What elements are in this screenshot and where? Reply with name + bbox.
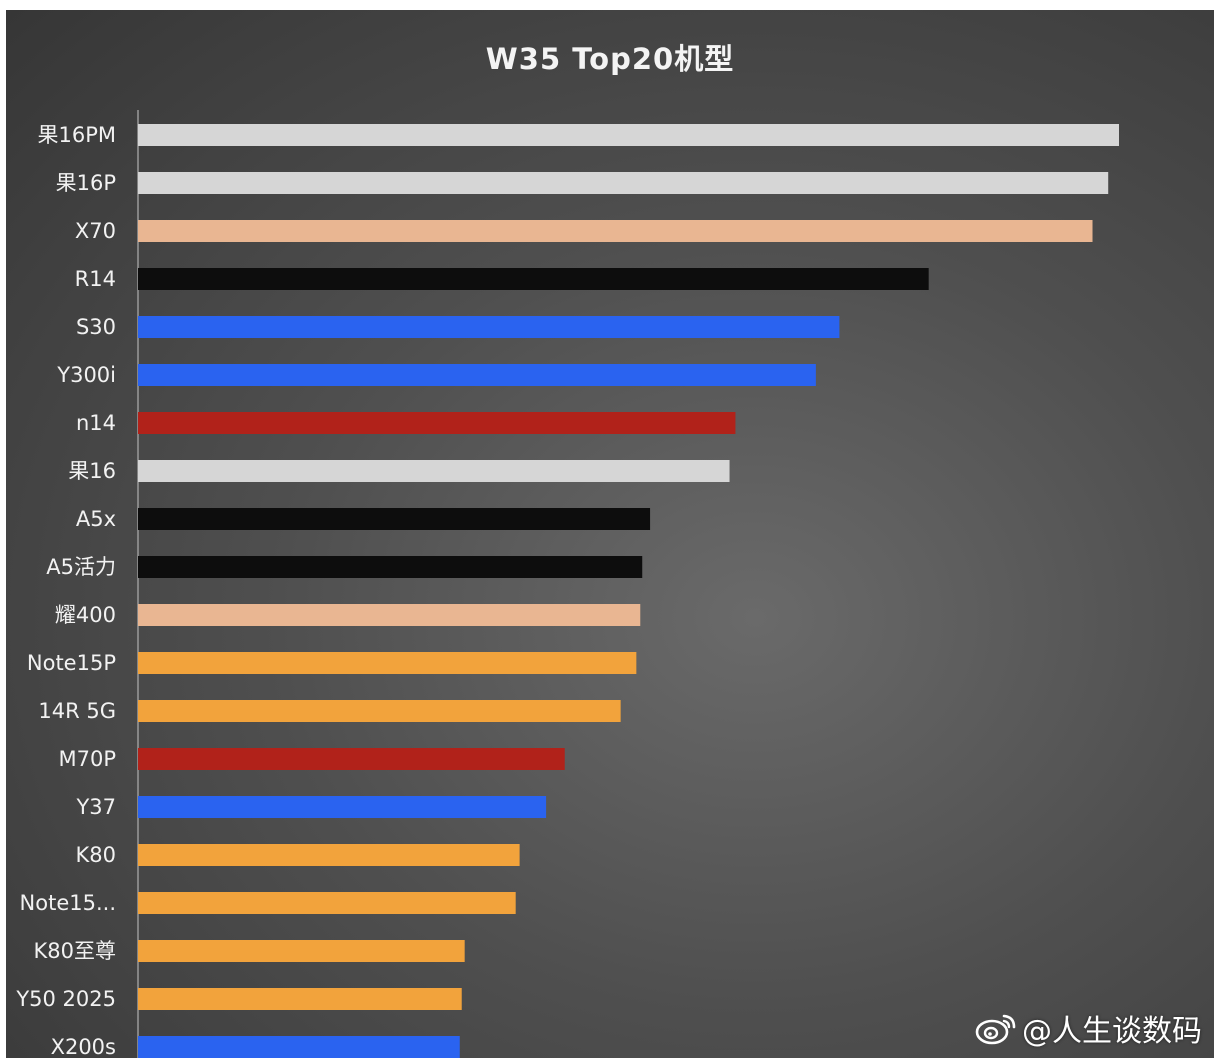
- watermark-text: @人生谈数码: [1022, 1014, 1202, 1049]
- chart-title: W35 Top20机型: [485, 42, 735, 76]
- category-label-9: A5x: [76, 507, 116, 531]
- bars-group: [138, 124, 1119, 1058]
- category-label-4: R14: [75, 267, 116, 291]
- category-label-15: Y37: [75, 795, 116, 819]
- bar-2: [138, 172, 1109, 194]
- bar-8: [138, 460, 730, 482]
- bar-18: [138, 940, 465, 962]
- category-label-1: 果16PM: [37, 123, 116, 147]
- category-label-7: n14: [76, 411, 116, 435]
- category-label-16: K80: [76, 843, 117, 867]
- watermark: @人生谈数码: [974, 1006, 1202, 1050]
- bar-1: [138, 124, 1119, 146]
- bar-10: [138, 556, 643, 578]
- category-label-2: 果16P: [56, 171, 116, 195]
- category-label-17: Note15...: [20, 891, 116, 915]
- bar-17: [138, 892, 516, 914]
- bar-11: [138, 604, 641, 626]
- bar-12: [138, 652, 637, 674]
- category-label-14: M70P: [58, 747, 116, 771]
- bar-9: [138, 508, 651, 530]
- bar-15: [138, 796, 547, 818]
- category-label-13: 14R 5G: [38, 699, 116, 723]
- bar-chart: 果16PM 果16P X70 R14 S30 Y300i n14 果16 A5x A5活力耀400…: [15, 110, 1119, 1058]
- category-label-8: 果16: [68, 459, 116, 483]
- category-label-20: X200s: [51, 1035, 116, 1058]
- bar-13: [138, 700, 621, 722]
- category-label-6: Y300i: [56, 363, 116, 387]
- bar-14: [138, 748, 565, 770]
- chart-panel: W35 Top20机型 果16PM 果16P X70 R14 S30 Y300i n14 果1…: [6, 10, 1214, 1058]
- bar-6: [138, 364, 816, 386]
- category-label-12: Note15P: [27, 651, 116, 675]
- bar-5: [138, 316, 840, 338]
- category-label-11: 耀400: [55, 603, 116, 627]
- bar-20: [138, 1036, 460, 1058]
- bar-16: [138, 844, 520, 866]
- category-label-10: A5活力: [46, 555, 116, 579]
- bar-19: [138, 988, 462, 1010]
- category-label-5: S30: [76, 315, 116, 339]
- category-label-19: Y50 2025: [15, 987, 116, 1011]
- weibo-icon: [975, 1014, 1016, 1045]
- bar-3: [138, 220, 1093, 242]
- bar-4: [138, 268, 929, 290]
- bar-7: [138, 412, 736, 434]
- category-label-3: X70: [75, 219, 116, 243]
- category-label-18: K80至尊: [34, 939, 117, 963]
- category-labels: 果16PM 果16P X70 R14 S30 Y300i n14 果16 A5x A5活力耀400…: [15, 123, 116, 1058]
